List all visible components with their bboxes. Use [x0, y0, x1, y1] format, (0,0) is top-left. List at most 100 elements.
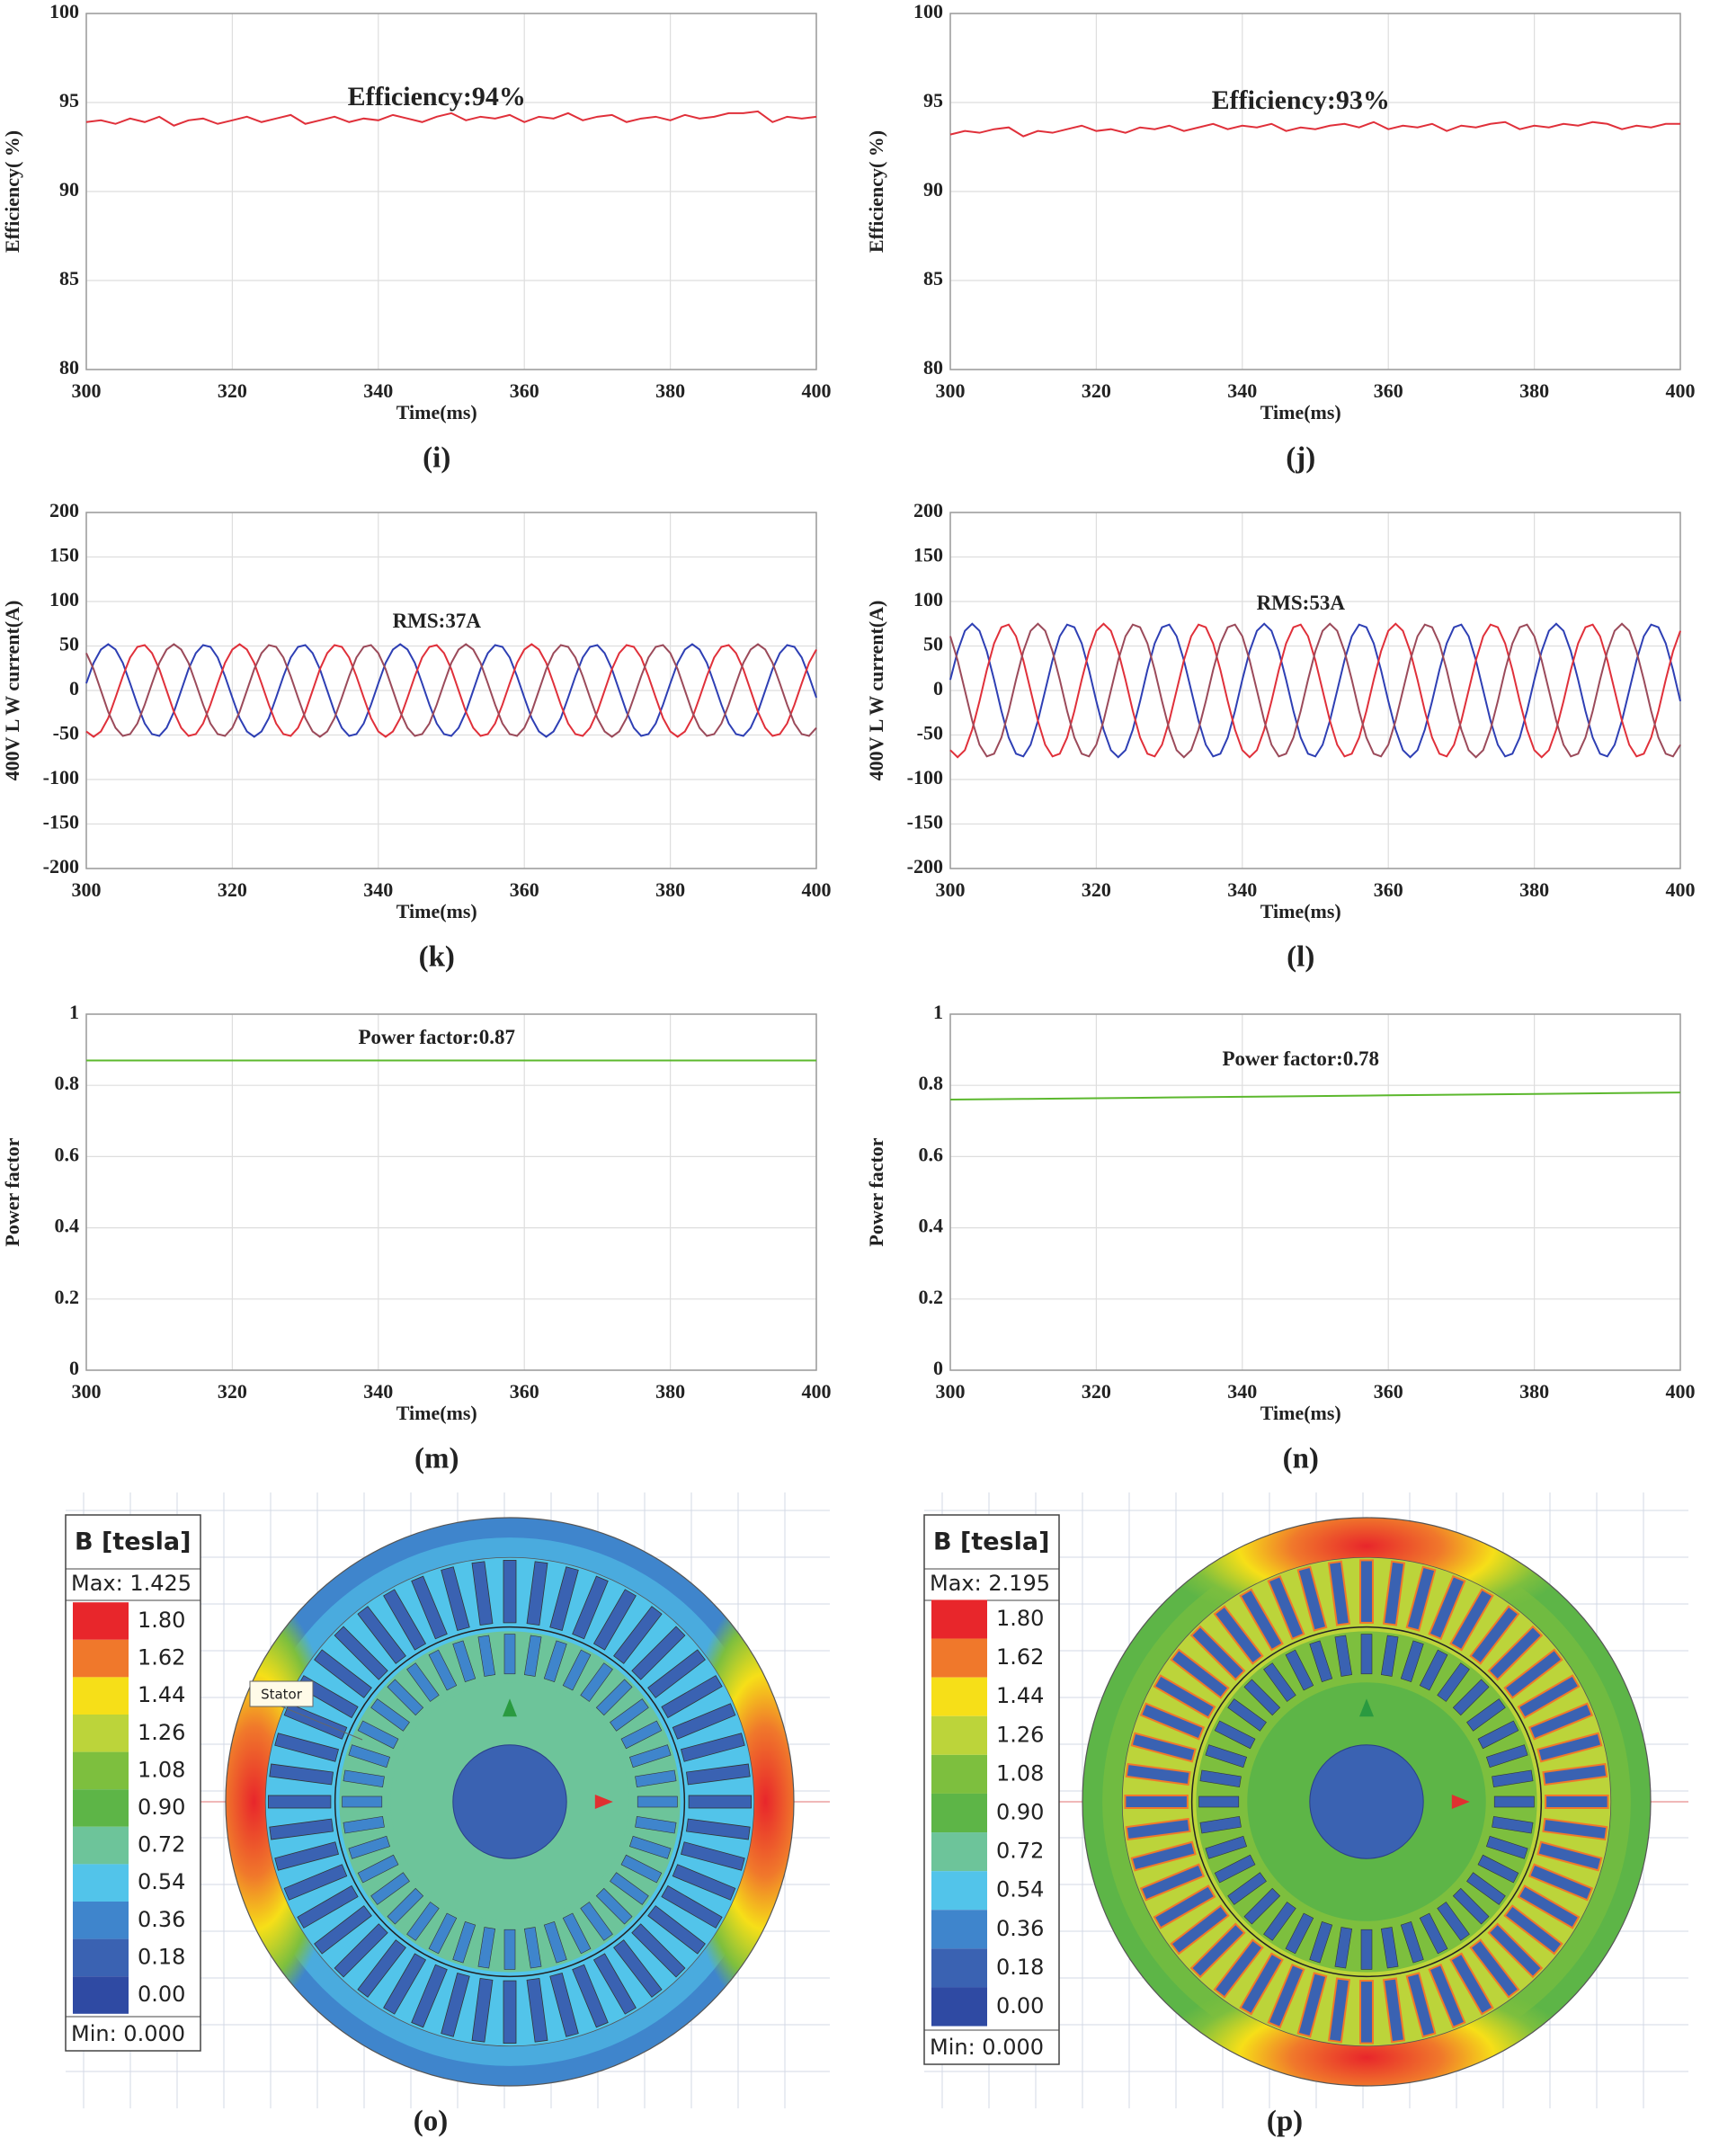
- rotor-bar: [387, 1679, 424, 1716]
- x-tick-label: 320: [1082, 878, 1111, 901]
- stator-slot: [1139, 1863, 1206, 1902]
- y-axis-label: Power factor: [865, 1137, 887, 1246]
- legend-cell: [931, 1910, 987, 1949]
- rotor-bar: [503, 1634, 516, 1675]
- data-line: [85, 643, 817, 738]
- x-tick-label: 340: [363, 379, 393, 402]
- legend-label: 1.26: [996, 1722, 1044, 1747]
- stator-slot: [1130, 1732, 1197, 1763]
- annotation-line: [281, 1706, 363, 1741]
- stator-slot: [1125, 1817, 1191, 1841]
- y-tick-label: 0.2: [919, 1286, 944, 1308]
- legend-label: 1.80: [996, 1606, 1044, 1631]
- stator-slot: [1536, 1732, 1603, 1763]
- stator-slot: [1139, 1702, 1206, 1741]
- rotor-bar: [1334, 1927, 1353, 1969]
- legend-cell: [931, 1793, 987, 1833]
- plot-frame: [949, 1013, 1681, 1371]
- stator-slot: [283, 1703, 348, 1740]
- rotor-bar: [370, 1698, 410, 1732]
- legend-label: 0.18: [138, 1944, 185, 1969]
- data-line: [85, 110, 817, 127]
- rotor-bar: [1285, 1649, 1314, 1691]
- rotor-bar: [1214, 1854, 1256, 1884]
- rotor-bar: [1205, 1744, 1247, 1768]
- x-tick-label: 300: [72, 379, 102, 402]
- plot-frame: [949, 512, 1681, 869]
- plot-area: [86, 1014, 816, 1370]
- legend-title: B [tesla]: [933, 1528, 1049, 1556]
- stator-slot: [688, 1795, 752, 1809]
- outline: [225, 1517, 795, 2087]
- y-tick-label: -100: [43, 766, 79, 788]
- rotor-bar: [635, 1769, 677, 1788]
- legend-cell: [931, 1754, 987, 1794]
- y-tick-label: 50: [923, 633, 943, 655]
- y-tick-label: -200: [43, 855, 79, 878]
- x-tick-label: 380: [1519, 878, 1549, 901]
- y-tick-label: 80: [923, 356, 943, 379]
- stator-slot: [274, 1733, 340, 1762]
- arrow-x: [594, 1795, 613, 1809]
- y-tick-label: 0.4: [919, 1215, 944, 1237]
- rotor-bar: [595, 1679, 633, 1716]
- x-tick-label: 320: [218, 1380, 247, 1403]
- stator-slot: [274, 1841, 340, 1871]
- stator-slot: [1267, 1963, 1305, 2029]
- y-tick-label: 85: [59, 267, 79, 290]
- rotor-bar: [406, 1902, 440, 1941]
- panel-label: (n): [1283, 1443, 1319, 1475]
- rotor-bar: [428, 1912, 458, 1955]
- x-tick-label: 300: [936, 878, 966, 901]
- y-tick-label: 100: [913, 0, 943, 22]
- x-tick-label: 320: [1082, 1380, 1111, 1403]
- legend-label: 1.62: [996, 1644, 1044, 1670]
- x-tick-label: 340: [1227, 1380, 1257, 1403]
- rotor-bar: [1486, 1835, 1528, 1859]
- stator-slot: [268, 1795, 332, 1809]
- rotor-bar: [370, 1872, 410, 1905]
- stator-slot: [592, 1589, 637, 1651]
- stator-slot: [1469, 1938, 1520, 1999]
- x-tick-label: 340: [363, 878, 393, 901]
- rotor-bar: [1360, 1634, 1373, 1675]
- stator-slot: [269, 1818, 334, 1840]
- panel-label: (j): [1286, 442, 1315, 475]
- data-line: [949, 622, 1681, 759]
- stator-slot: [471, 1561, 494, 1626]
- rotor-bar: [595, 1887, 633, 1925]
- stator-slot: [1527, 1863, 1594, 1902]
- y-tick-label: 150: [913, 544, 943, 566]
- stator-slot: [1189, 1625, 1246, 1681]
- stator-slot: [283, 1864, 348, 1901]
- annotation: Power factor:0.87: [358, 1026, 515, 1048]
- panel-label: (m): [414, 1443, 459, 1475]
- rotor-bar: [348, 1835, 390, 1859]
- legend-cell: [73, 1639, 129, 1678]
- stator-slot: [1542, 1817, 1608, 1841]
- stator-slot: [1296, 1565, 1328, 1632]
- legend-cell: [73, 1976, 129, 2014]
- y-tick-label: -100: [907, 766, 943, 788]
- rotor-bar: [1380, 1635, 1399, 1677]
- stator-slot: [1405, 1972, 1437, 2038]
- x-tick-label: 320: [218, 379, 247, 402]
- stator-slot: [1428, 1574, 1466, 1641]
- x-tick-label: 320: [218, 878, 247, 901]
- stator-slot: [1503, 1904, 1563, 1956]
- annotation-box: [249, 1680, 314, 1707]
- x-tick-label: 360: [510, 878, 539, 901]
- y-tick-label: 100: [49, 0, 79, 22]
- rotor-bar: [1227, 1698, 1267, 1732]
- stator-slot: [1213, 1938, 1264, 1999]
- stator-slot: [1239, 1588, 1284, 1652]
- legend-cell: [931, 1832, 987, 1872]
- y-tick-label: 85: [923, 267, 943, 290]
- annotation: Efficiency:93%: [1212, 85, 1390, 115]
- stator-slot: [1153, 1674, 1216, 1719]
- stator-slot: [1170, 1904, 1230, 1956]
- rotor-bar: [503, 1929, 516, 1970]
- arrow-x: [1451, 1795, 1470, 1809]
- stator-slot: [647, 1649, 706, 1698]
- y-tick-label: 0: [69, 1357, 79, 1379]
